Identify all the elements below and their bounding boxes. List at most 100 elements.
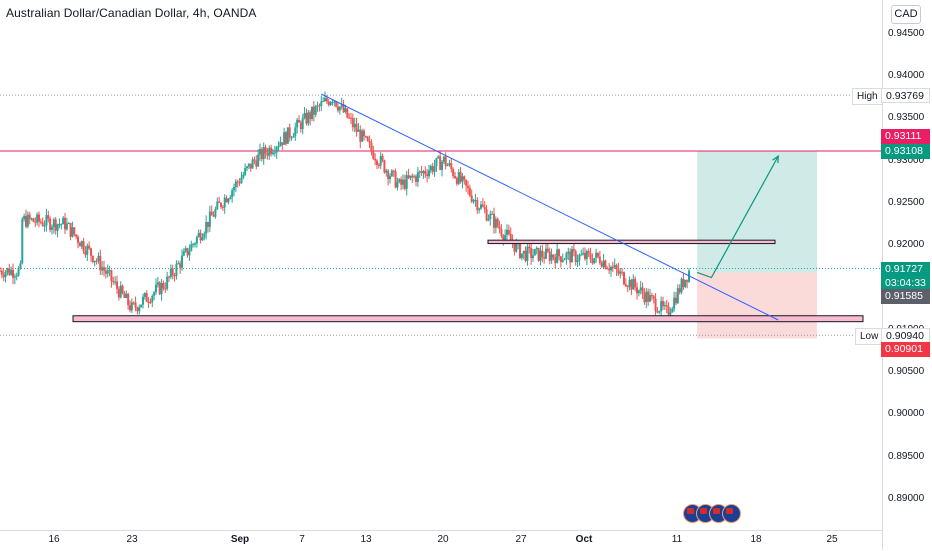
candle-body [623,272,625,285]
candle-body [119,285,122,298]
candle-body [169,268,172,278]
candle-body [270,147,273,154]
candle-body [182,251,185,256]
target-price-label: 0.93108 [881,144,930,159]
candle-body [448,163,451,166]
candle-body [650,295,653,297]
candle-body [41,222,44,226]
candle-body [418,171,421,173]
candle-body [56,224,59,231]
candle-body [550,254,553,261]
candle-body [179,263,182,268]
candle-body [223,197,226,208]
candle-body [647,291,650,302]
candle-body [353,123,356,128]
candle-body [673,297,676,309]
price-tick: 0.90500 [888,366,925,377]
candle-body [489,213,492,220]
candle-body [632,278,635,290]
candle-body [435,158,438,167]
candle-body [69,223,72,237]
candle-body [158,282,161,295]
candle-body [103,267,105,271]
candle-body [292,136,295,138]
candle-body [457,172,460,184]
candle-body [500,229,503,236]
candle-body [446,165,449,167]
candle-body [571,249,573,263]
candle-body [563,259,566,261]
candle-body [610,266,612,271]
candle-body [519,242,521,259]
candle-body [682,278,685,287]
candle-body [312,106,315,115]
candle-body [10,269,13,275]
candle-body [580,254,583,256]
price-tick: 0.94000 [888,70,925,81]
candle-body [584,252,586,259]
candle-body [539,250,542,261]
candle-body [142,296,144,305]
candle-body [249,163,252,169]
candle-body [628,279,631,287]
candle-body [234,181,237,188]
candle-body [403,179,406,189]
candle-body [244,168,247,175]
au-flag-icon[interactable] [722,504,741,523]
currency-selector[interactable]: CAD [891,5,921,24]
candle-body [431,166,434,172]
candle-body [143,293,146,297]
candle-body [530,247,533,259]
price-tick: 0.92500 [888,197,925,208]
candle-body [95,260,98,262]
low-tag: Low [855,328,884,345]
candle-body [556,249,559,264]
candle-body [337,106,339,111]
candle-body [504,234,507,240]
candle-body [569,251,572,263]
candle-body [413,176,416,178]
candle-body [463,176,466,180]
candle-body [88,245,91,249]
candle-body [45,215,48,226]
candle-body [641,287,644,294]
candle-body [17,268,20,276]
candle-body [576,260,579,263]
candle-body [346,108,349,118]
candle-body [303,113,306,118]
candle-body [686,279,689,282]
candle-body [368,140,371,143]
candle-body [350,117,352,119]
candle-body [264,147,267,154]
candle-body [277,146,280,148]
candle-body [288,127,291,138]
candle-body [543,257,546,259]
candle-body [613,265,616,268]
price-tick: 0.94500 [888,28,925,39]
candle-body [23,215,26,220]
candle-body [333,101,336,103]
candle-body [90,248,92,256]
candle-body [392,170,395,172]
candle-body [387,170,390,180]
candle-body [155,284,157,293]
price-tick: 0.89000 [888,493,925,504]
candle-body [385,170,388,173]
candle-body [116,281,118,289]
candle-body [407,175,410,178]
candle-body [153,292,156,296]
candle-body [43,225,46,227]
candle-body [151,295,154,303]
candle-body [207,221,209,227]
candle-body [104,270,107,274]
candle-body [649,295,651,302]
current-price-label: 0.91727 [881,262,930,277]
candle-body [415,176,417,182]
candle-body [552,254,555,258]
candle-body [181,255,183,268]
candle-body [684,279,687,287]
candle-body [186,248,189,256]
candle-body [15,275,18,277]
